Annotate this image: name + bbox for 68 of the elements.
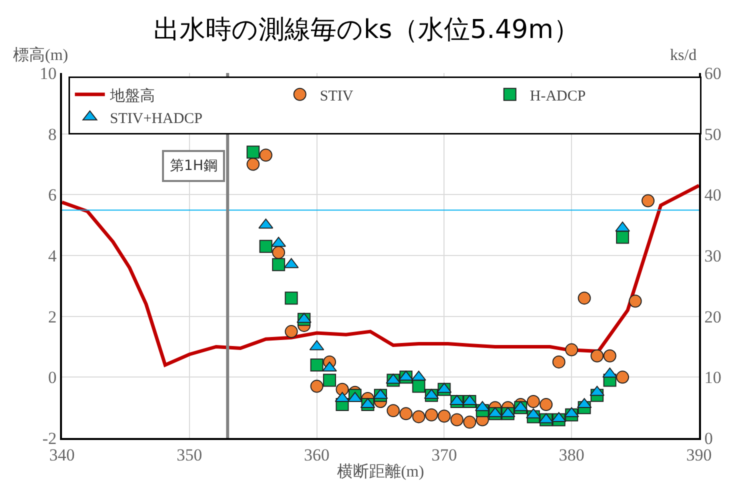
x-tick-label: 380 [558, 445, 584, 464]
point [526, 395, 540, 408]
point [296, 312, 312, 323]
point [616, 370, 630, 384]
point [438, 410, 451, 423]
x-axis-title: 横断距離(m) [336, 462, 424, 481]
point [603, 349, 616, 362]
point [386, 404, 400, 418]
point [642, 194, 655, 208]
point [322, 362, 337, 372]
point [412, 410, 426, 424]
point [424, 408, 438, 422]
point [590, 349, 604, 362]
point [463, 416, 476, 429]
x-tick-label: 390 [686, 445, 712, 464]
point [348, 392, 362, 402]
y-tick-label: 10 [40, 64, 57, 83]
point [616, 230, 630, 244]
point [399, 407, 412, 420]
x-tick-label: 370 [431, 445, 457, 464]
y-tick-label: 6 [48, 186, 57, 205]
point [424, 388, 439, 399]
y2-axis-title: ks/d [670, 47, 697, 64]
point [272, 258, 286, 272]
point [373, 388, 388, 399]
y-tick-label: 8 [48, 124, 57, 144]
x-tick-label: 350 [176, 445, 202, 464]
y-tick-label: 4 [48, 246, 58, 266]
y2-tick-label: 20 [704, 307, 722, 326]
point [565, 343, 578, 356]
point [578, 292, 591, 305]
legend-label: STIV+HADCP [110, 110, 203, 127]
point [398, 370, 414, 381]
y2-tick-label: 0 [704, 428, 713, 448]
y-tick-label: 0 [48, 368, 57, 388]
y2-tick-label: 30 [704, 246, 722, 266]
chart-title: 出水時の測線毎のks（水位5.49m） [154, 15, 580, 45]
ref-line-label: 第1H鋼 [170, 158, 218, 174]
legend-label: STIV [320, 88, 354, 104]
point [310, 358, 324, 372]
point [450, 413, 464, 426]
y2-tick-label: 60 [704, 64, 722, 83]
point [628, 294, 642, 308]
point [246, 158, 260, 171]
x-tick-label: 360 [304, 445, 330, 464]
point [310, 380, 324, 393]
y-tick-label: -2 [42, 428, 57, 448]
point [552, 355, 566, 368]
point [412, 380, 426, 393]
y-tick-label: 2 [48, 307, 57, 326]
legend-label: H-ADCP [530, 88, 586, 104]
x-tick-label: 340 [49, 445, 75, 464]
point [540, 398, 553, 412]
point [323, 374, 336, 387]
point [246, 146, 260, 159]
y-axis-title: 標高(m) [13, 46, 68, 64]
point [259, 148, 272, 162]
line-series [62, 184, 699, 367]
y2-tick-label: 40 [704, 186, 722, 205]
point [284, 292, 298, 305]
y2-tick-label: 50 [704, 124, 722, 144]
point [272, 246, 286, 259]
point [336, 382, 349, 396]
legend-label: 地盤高 [108, 87, 155, 104]
point [615, 222, 630, 232]
y2-tick-label: 10 [704, 368, 722, 388]
point [284, 325, 298, 338]
point [259, 240, 272, 253]
